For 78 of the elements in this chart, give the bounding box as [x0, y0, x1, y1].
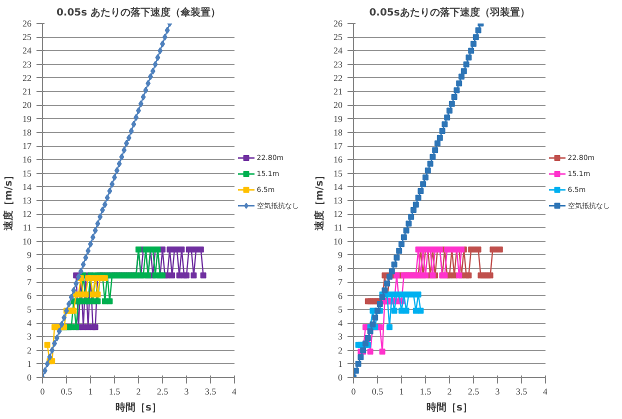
x-tick-label: 4 [543, 386, 548, 396]
y-tick-label: 19 [334, 114, 343, 124]
chart-title: 0.05sあたりの落下速度（羽装置） [369, 6, 530, 18]
y-tick-label: 18 [334, 127, 343, 138]
x-tick-label: 2.5 [156, 386, 169, 396]
x-tick-label: 4 [232, 386, 237, 396]
y-tick-label: 4 [338, 318, 343, 328]
y-tick-label: 0 [338, 372, 343, 382]
y-tick-label: 22 [22, 72, 32, 83]
x-tick-label: 1.5 [108, 386, 121, 396]
x-tick-label: 1 [399, 386, 404, 396]
x-tick-label: 3 [495, 386, 500, 396]
y-tick-label: 21 [22, 86, 32, 97]
y-tick-label: 25 [334, 32, 343, 42]
x-tick-label: 2 [136, 386, 141, 396]
x-tick-label: 3.5 [204, 386, 217, 396]
y-tick-label: 5 [338, 304, 343, 314]
y-tick-label: 20 [22, 100, 32, 110]
y-tick-label: 18 [22, 127, 32, 138]
chart-title: 0.05s あたりの落下速度（傘装置） [56, 6, 221, 18]
x-tick-label: 0.5 [372, 386, 384, 396]
y-tick-label: 6 [27, 290, 32, 301]
y-tick-label: 10 [334, 236, 343, 246]
y-tick-label: 22 [334, 72, 342, 83]
x-tick-label: 0.5 [60, 386, 73, 396]
y-tick-label: 1 [27, 358, 32, 369]
y-tick-label: 23 [22, 59, 32, 70]
y-tick-label: 7 [338, 277, 343, 288]
x-tick-label: 2.5 [468, 386, 480, 396]
y-tick-label: 4 [27, 318, 32, 328]
y-tick-label: 25 [22, 32, 32, 42]
y-tick-label: 20 [334, 100, 343, 110]
y-tick-label: 14 [22, 182, 32, 192]
y-tick-label: 24 [334, 46, 343, 56]
x-tick-label: 3 [184, 386, 190, 396]
y-axis-title: 速度［m/s］ [2, 170, 14, 232]
y-tick-label: 17 [334, 141, 343, 152]
y-tick-label: 12 [22, 209, 32, 220]
y-tick-label: 0 [27, 372, 32, 382]
y-tick-label: 8 [338, 264, 343, 274]
y-tick-label: 16 [334, 154, 343, 165]
y-tick-label: 17 [22, 141, 32, 152]
y-tick-label: 26 [334, 18, 343, 28]
y-tick-label: 13 [22, 196, 32, 206]
y-tick-label: 13 [334, 196, 343, 206]
y-tick-label: 3 [27, 332, 32, 342]
y-tick-label: 10 [22, 236, 32, 246]
x-tick-label: 1 [88, 386, 93, 396]
y-tick-label: 15 [22, 168, 32, 178]
y-tick-label: 23 [334, 59, 343, 70]
y-tick-label: 8 [27, 264, 32, 274]
y-tick-label: 3 [338, 332, 343, 342]
x-tick-label: 3.5 [516, 386, 528, 396]
y-tick-label: 26 [22, 18, 32, 28]
y-tick-label: 21 [334, 86, 342, 97]
x-tick-label: 1.5 [420, 386, 432, 396]
x-axis-title: 時間［s］ [426, 402, 472, 414]
y-tick-label: 19 [22, 114, 32, 124]
y-tick-label: 1 [338, 358, 342, 369]
y-tick-label: 16 [22, 154, 32, 165]
x-axis-title: 時間［s］ [116, 402, 162, 414]
y-tick-label: 2 [338, 345, 342, 356]
x-tick-label: 2 [447, 386, 452, 396]
y-tick-label: 2 [27, 345, 32, 356]
y-tick-label: 5 [27, 304, 32, 314]
y-tick-label: 9 [27, 250, 32, 260]
y-tick-label: 9 [338, 250, 343, 260]
y-tick-label: 15 [334, 168, 343, 178]
y-tick-label: 11 [22, 222, 32, 233]
y-tick-label: 12 [334, 209, 342, 220]
y-tick-label: 14 [334, 182, 343, 192]
y-tick-label: 24 [22, 46, 32, 56]
y-tick-label: 6 [338, 290, 343, 301]
x-tick-label: 0 [351, 386, 356, 396]
x-tick-label: 0 [40, 386, 46, 396]
y-axis-title: 速度［m/s］ [314, 170, 326, 232]
y-tick-label: 11 [334, 222, 343, 233]
y-tick-label: 7 [27, 277, 32, 288]
